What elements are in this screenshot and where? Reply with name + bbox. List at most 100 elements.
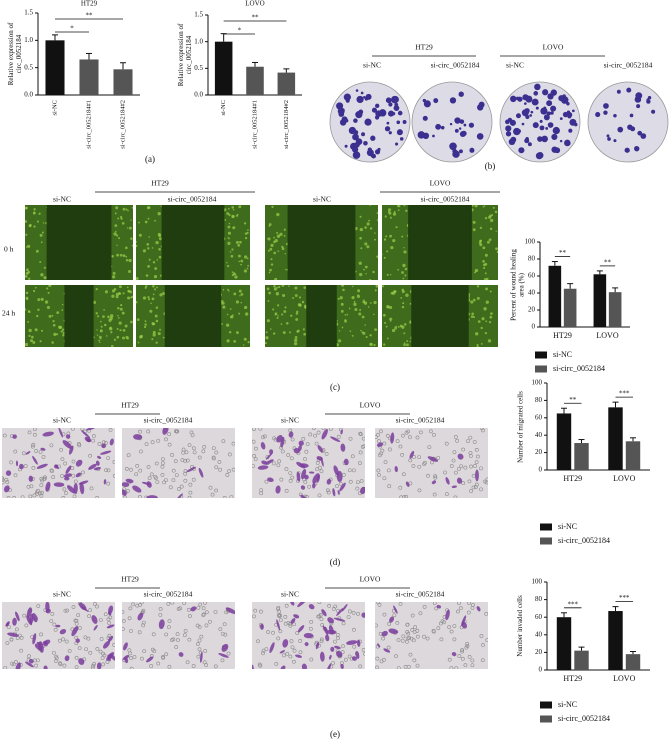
y-tick-label: 0 — [539, 466, 543, 474]
stained-cell — [5, 621, 10, 627]
colony — [388, 102, 393, 107]
cell — [229, 251, 232, 253]
y-tick-label: 100 — [532, 578, 543, 586]
stained-cell — [71, 626, 79, 637]
pore — [348, 479, 353, 484]
bar — [563, 288, 577, 327]
pore — [459, 464, 464, 469]
cell — [136, 244, 138, 248]
cell — [383, 343, 386, 346]
pore — [196, 605, 201, 610]
colony — [521, 122, 525, 126]
cell — [28, 277, 31, 280]
colony — [559, 117, 563, 121]
cell — [266, 319, 270, 323]
row-label: 0 h — [4, 245, 14, 254]
pore — [135, 603, 140, 608]
pore — [52, 622, 57, 627]
cell — [28, 328, 32, 333]
cell — [489, 290, 492, 293]
cell — [476, 345, 480, 347]
pore — [150, 440, 155, 445]
cell — [227, 225, 231, 229]
cell — [474, 205, 478, 208]
cell — [227, 288, 229, 291]
cell — [124, 324, 128, 328]
pore — [319, 617, 324, 622]
pore — [19, 648, 24, 653]
cell — [488, 238, 492, 242]
cell — [25, 291, 29, 295]
pore — [417, 455, 422, 459]
colony — [626, 87, 632, 93]
cell — [349, 330, 352, 333]
stained-cell — [257, 465, 269, 470]
cell — [38, 212, 41, 215]
pore — [422, 462, 426, 467]
stained-cell — [275, 485, 281, 494]
cell — [125, 258, 129, 262]
cell — [483, 278, 488, 280]
stained-cell — [40, 447, 46, 451]
cell — [33, 211, 35, 214]
cell — [472, 228, 476, 232]
pore — [316, 430, 321, 435]
stained-cell — [3, 485, 10, 493]
cell — [281, 313, 284, 316]
bar — [608, 407, 623, 470]
cell — [298, 303, 302, 307]
colony — [534, 83, 541, 91]
cell — [158, 247, 161, 251]
pore — [346, 615, 351, 619]
stained-cell — [389, 616, 395, 623]
cell — [276, 231, 279, 234]
stained-cell — [95, 460, 100, 466]
cell — [376, 255, 378, 258]
cell — [112, 271, 116, 275]
cell — [472, 220, 476, 224]
pore — [128, 651, 133, 656]
pore — [451, 458, 456, 463]
cell — [292, 297, 295, 299]
x-tick-label: LOVO — [596, 331, 618, 340]
cell — [277, 314, 279, 317]
pore — [479, 466, 483, 471]
pore — [377, 439, 381, 444]
cell — [270, 328, 272, 330]
cell — [235, 214, 239, 217]
cell — [41, 329, 44, 332]
pore — [324, 451, 329, 456]
cell — [52, 319, 55, 323]
cell — [373, 313, 375, 316]
stained-cell — [360, 486, 365, 495]
pore — [271, 630, 275, 635]
micrograph — [122, 602, 235, 669]
pore — [395, 620, 400, 625]
cell — [490, 312, 493, 315]
colony — [397, 110, 403, 116]
pore — [442, 620, 446, 625]
pore — [313, 433, 318, 438]
condition-label: si-circ_0052184 — [144, 590, 193, 599]
pore — [400, 638, 405, 643]
pore — [308, 432, 313, 437]
pore — [59, 447, 64, 452]
cell — [388, 211, 392, 215]
colony — [458, 127, 462, 130]
pore — [5, 480, 10, 484]
pore — [469, 489, 473, 493]
pore — [39, 483, 44, 488]
colony — [607, 137, 611, 141]
pore — [171, 478, 176, 483]
cell — [231, 271, 234, 273]
cell — [352, 285, 354, 288]
stained-cell — [312, 473, 320, 484]
pore — [464, 645, 469, 650]
pore — [398, 602, 403, 606]
cell — [155, 306, 159, 309]
pore — [413, 625, 418, 630]
pore — [146, 465, 151, 469]
pore — [359, 479, 364, 484]
cell — [341, 326, 344, 329]
cell — [154, 219, 156, 222]
